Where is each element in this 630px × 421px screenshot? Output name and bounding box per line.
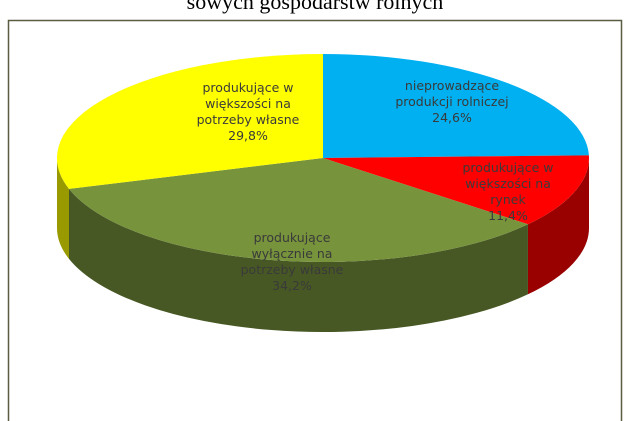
category-label: nieprowadzące produkcji rolniczej: [395, 78, 509, 109]
slice-label: produkujące w większości na potrzeby wła…: [183, 80, 313, 144]
slice-side: [69, 188, 528, 333]
category-label: produkujące w większości na potrzeby wła…: [196, 80, 300, 127]
slice-side: [57, 158, 70, 259]
slice: [323, 155, 589, 225]
slice-label: produkujące wyłącznie na potrzeby własne…: [227, 230, 357, 294]
value-label: 24,6%: [432, 110, 472, 125]
slice-label: nieprowadzące produkcji rolniczej 24,6%: [392, 78, 512, 126]
chart-title: sowych gospodarstw rolnych: [187, 0, 444, 14]
slice-label: produkujące w większości na rynek 11,4%: [448, 160, 568, 224]
category-label: produkujące w większości na rynek: [462, 160, 554, 207]
category-label: produkujące wyłącznie na potrzeby własne: [240, 230, 344, 277]
slice-side: [527, 158, 589, 295]
value-label: 11,4%: [488, 208, 528, 223]
value-label: 34,2%: [272, 278, 312, 293]
slice: [323, 54, 589, 158]
chart-frame: [7, 19, 623, 421]
slice: [57, 54, 323, 189]
value-label: 29,8%: [228, 128, 268, 143]
slice: [69, 158, 528, 262]
